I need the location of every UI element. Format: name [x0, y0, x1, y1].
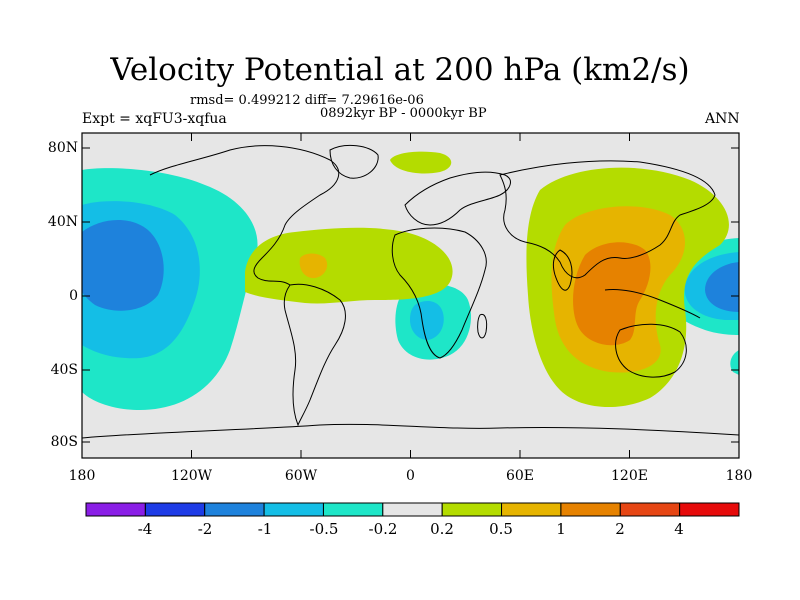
- lat-label-0: 0: [69, 288, 78, 304]
- colorbar-swatch: [382, 502, 443, 517]
- lon-label-0: 0: [406, 468, 415, 484]
- colorbar-swatch: [144, 502, 206, 517]
- colorbar-label: -0.2: [368, 520, 398, 538]
- colorbar-swatch: [619, 502, 681, 517]
- colorbar-label: -4: [137, 520, 153, 538]
- contour-neg-0-5-atlantic: [410, 301, 444, 340]
- lon-label-120w: 120W: [170, 468, 213, 484]
- rmsd-diff-stats: rmsd= 0.499212 diff= 7.29616e-06: [190, 93, 424, 108]
- coast-antarctica: [82, 423, 739, 439]
- coastlines: [82, 144, 739, 439]
- contour-pos-0-5-atlantic: [299, 253, 328, 279]
- lon-label-180w: 180: [68, 468, 96, 484]
- lon-label-60e: 60E: [505, 468, 535, 484]
- colorbar-swatch: [560, 502, 621, 517]
- lon-label-180e: 180: [725, 468, 753, 484]
- colorbar-label: 4: [674, 520, 684, 538]
- coast-south-america: [283, 283, 346, 427]
- time-period-label: 0892kyr BP - 0000kyr BP: [320, 106, 487, 121]
- contour-neg-0-2-east-south: [730, 350, 739, 375]
- coast-north-america: [149, 145, 340, 286]
- colorbar-label: 0.2: [430, 520, 454, 538]
- season-label: ANN: [705, 111, 740, 127]
- contour-neg-1-pacific: [82, 220, 164, 311]
- lat-ticks: [82, 147, 739, 443]
- colorbar-swatch: [441, 502, 503, 517]
- lon-label-60w: 60W: [284, 468, 318, 484]
- colorbar-swatch: [204, 502, 265, 517]
- colorbar-label: -2: [197, 520, 213, 538]
- coast-europe: [404, 171, 511, 226]
- colorbar-label: 1: [556, 520, 566, 538]
- colorbar-swatch: [263, 502, 324, 517]
- colorbar: [85, 502, 740, 517]
- lat-label-40n: 40N: [47, 214, 78, 230]
- colorbar-swatch: [501, 502, 562, 517]
- coast-australia: [615, 323, 687, 378]
- coast-africa: [391, 227, 487, 359]
- colorbar-label: -1: [257, 520, 273, 538]
- lat-label-80s: 80S: [50, 434, 78, 450]
- lon-label-120e: 120E: [611, 468, 648, 484]
- lat-label-40s: 40S: [50, 362, 78, 378]
- contour-pos-0-2-arctic: [390, 151, 452, 174]
- colorbar-label: -0.5: [309, 520, 339, 538]
- colorbar-swatch: [322, 502, 384, 517]
- lat-label-80n: 80N: [47, 140, 78, 156]
- contour-neg-1-east: [705, 262, 739, 312]
- colorbar-swatch: [85, 502, 146, 517]
- coast-maritime-continent: [604, 289, 701, 319]
- lon-ticks: [81, 133, 740, 458]
- coast-madagascar: [477, 313, 488, 339]
- colorbar-label: 0.5: [489, 520, 513, 538]
- contour-pos-0-2-atlantic: [245, 227, 453, 304]
- colorbar-label: 2: [615, 520, 625, 538]
- coast-india: [552, 249, 573, 291]
- coast-asia: [499, 160, 716, 279]
- experiment-label: Expt = xqFU3-xqfua: [82, 111, 227, 127]
- colorbar-swatch: [679, 502, 740, 517]
- plot-title: Velocity Potential at 200 hPa (km2/s): [110, 52, 690, 88]
- coast-greenland: [329, 144, 379, 179]
